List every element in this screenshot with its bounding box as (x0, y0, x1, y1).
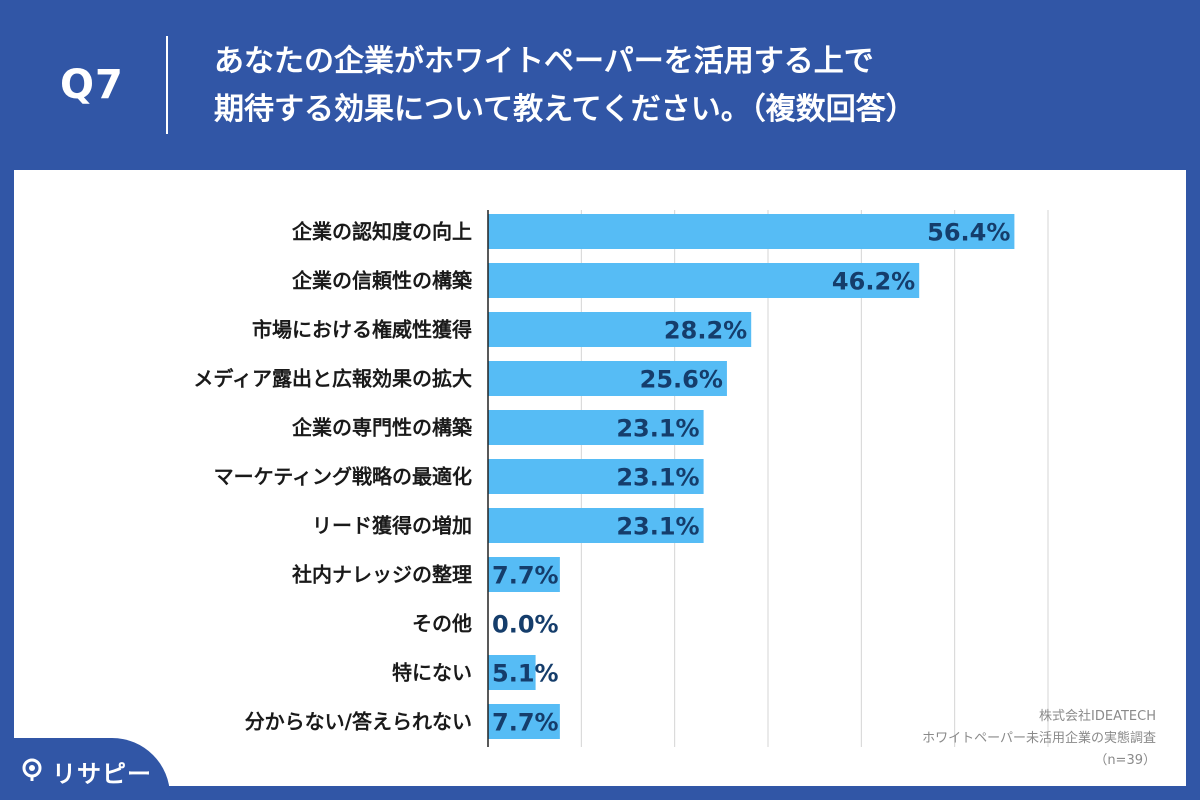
category-labels: 企業の認知度の向上企業の信頼性の構築市場における権威性獲得メディア露出と広報効果… (193, 220, 473, 734)
value-label: 23.1% (616, 464, 699, 492)
category-label: 特にない (392, 661, 472, 685)
value-label: 7.7% (492, 709, 559, 737)
question-title: あなたの企業がホワイトペーパーを活用する上で 期待する効果について教えてください… (214, 38, 1174, 134)
value-label: 23.1% (616, 415, 699, 443)
category-label: マーケティング戦略の最適化 (214, 465, 472, 489)
category-label: 企業の信頼性の構築 (291, 269, 473, 293)
bar (488, 263, 920, 298)
category-label: 市場における権威性獲得 (252, 318, 472, 342)
value-label: 25.6% (640, 366, 723, 394)
bar (488, 361, 727, 396)
question-title-line-2: 期待する効果について教えてください。（複数回答） (214, 92, 916, 127)
category-label: 分からない/答えられない (245, 710, 472, 734)
value-label: 56.4% (927, 219, 1010, 247)
value-label: 7.7% (492, 562, 559, 590)
bar (488, 410, 704, 445)
value-labels: 56.4% 46.2% 28.2% 25.6% 23.1% 23.1% 23.1% 7.7% 0… (492, 219, 1010, 737)
category-label: その他 (412, 612, 472, 636)
grid-lines (580, 210, 1049, 747)
credit: 株式会社IDEATECH ホワイトペーパー未活用企業の実態調査 （n=39） (922, 706, 1156, 772)
bar (488, 459, 704, 494)
pin-icon (22, 758, 42, 781)
question-number: Q7 (60, 62, 124, 108)
credit-survey: ホワイトペーパー未活用企業の実態調査 (922, 731, 1156, 746)
value-label: 46.2% (832, 268, 915, 296)
value-label: 23.1% (616, 513, 699, 541)
bar (488, 704, 560, 739)
category-label: 企業の認知度の向上 (291, 220, 472, 244)
category-label: メディア露出と広報効果の拡大 (193, 367, 472, 391)
bar (488, 655, 536, 690)
header-divider (166, 36, 168, 134)
bar (488, 557, 560, 592)
bar-chart: 企業の認知度の向上企業の信頼性の構築市場における権威性獲得メディア露出と広報効果… (193, 210, 1049, 747)
bar (488, 508, 704, 543)
bar (488, 312, 752, 347)
chart-panel: 企業の認知度の向上 企業の信頼性の構築市場における権威性獲得メディア露出と広報効果… (14, 170, 1186, 786)
bars (488, 214, 1015, 739)
logo-text: リサピー (52, 760, 152, 788)
question-title-line-1: あなたの企業がホワイトペーパーを活用する上で (214, 44, 874, 79)
value-label: 5.1% (492, 660, 559, 688)
brand-logo: リサピー (0, 738, 170, 800)
bar (488, 214, 1015, 249)
value-label: 28.2% (664, 317, 747, 345)
value-label: 0.0% (492, 611, 559, 639)
header: Q7 あなたの企業がホワイトペーパーを活用する上で 期待する効果について教えてく… (0, 0, 1200, 170)
category-label: 企業の専門性の構築 (291, 416, 473, 440)
category-label: リード獲得の増加 (312, 514, 472, 538)
credit-sample: （n=39） (1094, 753, 1156, 768)
category-label: 社内ナレッジの整理 (291, 563, 472, 587)
credit-company: 株式会社IDEATECH (1039, 709, 1156, 724)
